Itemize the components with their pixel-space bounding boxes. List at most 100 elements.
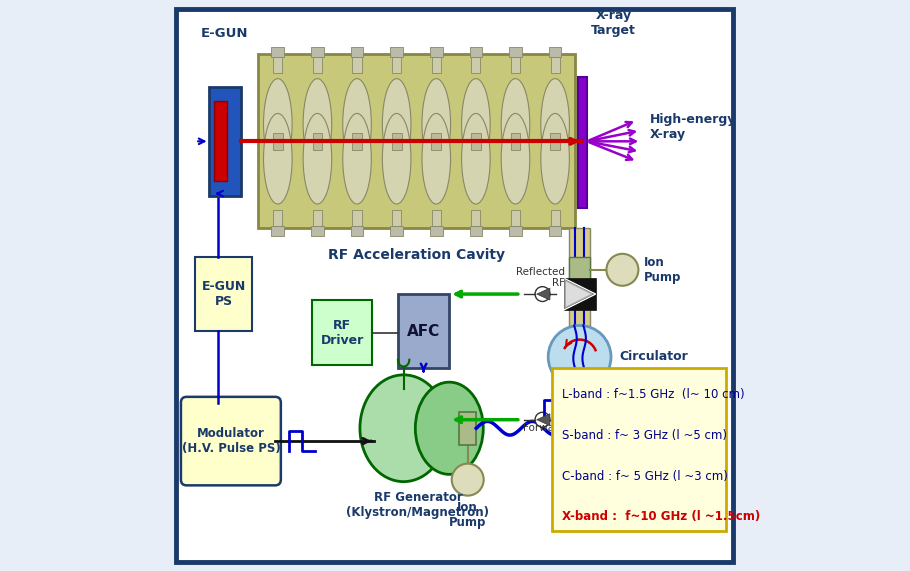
Text: AFC: AFC bbox=[407, 324, 440, 339]
Text: RF
Driver: RF Driver bbox=[320, 319, 364, 347]
Circle shape bbox=[535, 287, 550, 301]
FancyBboxPatch shape bbox=[470, 226, 482, 236]
Circle shape bbox=[535, 412, 550, 427]
Text: E-GUN
PS: E-GUN PS bbox=[202, 280, 246, 308]
Ellipse shape bbox=[541, 114, 570, 204]
Ellipse shape bbox=[382, 114, 411, 204]
FancyBboxPatch shape bbox=[350, 226, 363, 236]
FancyBboxPatch shape bbox=[471, 57, 480, 73]
FancyBboxPatch shape bbox=[312, 300, 372, 365]
Polygon shape bbox=[563, 278, 595, 310]
FancyBboxPatch shape bbox=[511, 132, 521, 150]
FancyBboxPatch shape bbox=[471, 210, 480, 226]
FancyBboxPatch shape bbox=[390, 47, 403, 57]
Polygon shape bbox=[565, 406, 592, 433]
FancyBboxPatch shape bbox=[578, 77, 587, 207]
FancyBboxPatch shape bbox=[271, 47, 284, 57]
FancyBboxPatch shape bbox=[258, 54, 575, 228]
Ellipse shape bbox=[343, 79, 371, 169]
Text: E-GUN: E-GUN bbox=[201, 27, 248, 40]
FancyBboxPatch shape bbox=[311, 47, 324, 57]
Text: RF Generator
(Klystron/Magnetron): RF Generator (Klystron/Magnetron) bbox=[347, 491, 490, 520]
FancyBboxPatch shape bbox=[511, 210, 520, 226]
Text: X-ray
Target: X-ray Target bbox=[592, 9, 636, 37]
Text: RF Acceleration Cavity: RF Acceleration Cavity bbox=[328, 248, 505, 263]
FancyBboxPatch shape bbox=[569, 228, 591, 460]
Text: Ion
Pump: Ion Pump bbox=[644, 256, 682, 284]
FancyBboxPatch shape bbox=[551, 57, 560, 73]
Text: Modulator
(H.V. Pulse PS): Modulator (H.V. Pulse PS) bbox=[181, 427, 280, 455]
Polygon shape bbox=[537, 414, 550, 425]
FancyBboxPatch shape bbox=[181, 397, 281, 485]
FancyBboxPatch shape bbox=[352, 57, 361, 73]
FancyBboxPatch shape bbox=[509, 226, 521, 236]
Circle shape bbox=[451, 464, 484, 496]
FancyBboxPatch shape bbox=[313, 210, 322, 226]
FancyBboxPatch shape bbox=[563, 404, 595, 436]
Ellipse shape bbox=[422, 79, 450, 169]
Text: X-band :  f~10 GHz (l ~1.5cm): X-band : f~10 GHz (l ~1.5cm) bbox=[562, 510, 761, 523]
FancyBboxPatch shape bbox=[430, 47, 442, 57]
Polygon shape bbox=[563, 404, 595, 436]
FancyBboxPatch shape bbox=[392, 132, 401, 150]
Text: Ion
Pump: Ion Pump bbox=[449, 501, 486, 529]
FancyBboxPatch shape bbox=[471, 132, 480, 150]
FancyBboxPatch shape bbox=[398, 294, 450, 368]
Ellipse shape bbox=[415, 382, 483, 475]
Text: Forward
RF: Forward RF bbox=[523, 423, 565, 444]
FancyBboxPatch shape bbox=[552, 368, 726, 531]
FancyBboxPatch shape bbox=[313, 57, 322, 73]
Ellipse shape bbox=[501, 79, 530, 169]
FancyBboxPatch shape bbox=[392, 57, 401, 73]
FancyBboxPatch shape bbox=[431, 210, 440, 226]
FancyBboxPatch shape bbox=[551, 210, 560, 226]
FancyBboxPatch shape bbox=[352, 132, 362, 150]
Text: S-band : f~ 3 GHz (l ~5 cm): S-band : f~ 3 GHz (l ~5 cm) bbox=[562, 429, 727, 442]
FancyBboxPatch shape bbox=[209, 87, 241, 195]
FancyBboxPatch shape bbox=[511, 57, 520, 73]
FancyBboxPatch shape bbox=[549, 226, 561, 236]
Ellipse shape bbox=[264, 79, 292, 169]
Ellipse shape bbox=[382, 79, 411, 169]
Text: L-band : f~1.5 GHz  (l~ 10 cm): L-band : f~1.5 GHz (l~ 10 cm) bbox=[562, 388, 745, 401]
Text: Reflected
RF: Reflected RF bbox=[516, 267, 565, 288]
FancyBboxPatch shape bbox=[569, 412, 591, 445]
FancyBboxPatch shape bbox=[352, 210, 361, 226]
FancyBboxPatch shape bbox=[273, 57, 282, 73]
FancyBboxPatch shape bbox=[177, 9, 733, 562]
FancyBboxPatch shape bbox=[470, 47, 482, 57]
FancyBboxPatch shape bbox=[563, 278, 595, 310]
Ellipse shape bbox=[501, 114, 530, 204]
FancyBboxPatch shape bbox=[214, 102, 227, 182]
FancyBboxPatch shape bbox=[569, 257, 591, 283]
FancyBboxPatch shape bbox=[350, 47, 363, 57]
Ellipse shape bbox=[541, 79, 570, 169]
Polygon shape bbox=[565, 280, 592, 308]
Ellipse shape bbox=[303, 114, 332, 204]
Ellipse shape bbox=[461, 114, 490, 204]
Ellipse shape bbox=[264, 114, 292, 204]
Ellipse shape bbox=[360, 375, 448, 482]
FancyBboxPatch shape bbox=[273, 210, 282, 226]
FancyBboxPatch shape bbox=[460, 412, 476, 445]
FancyBboxPatch shape bbox=[273, 132, 283, 150]
Text: C-band : f~ 5 GHz (l ~3 cm): C-band : f~ 5 GHz (l ~3 cm) bbox=[562, 469, 728, 482]
Ellipse shape bbox=[422, 114, 450, 204]
Polygon shape bbox=[537, 288, 550, 300]
FancyBboxPatch shape bbox=[431, 57, 440, 73]
Text: High-energy
X-ray: High-energy X-ray bbox=[650, 113, 736, 141]
FancyBboxPatch shape bbox=[430, 226, 442, 236]
FancyBboxPatch shape bbox=[551, 132, 560, 150]
FancyBboxPatch shape bbox=[312, 132, 322, 150]
FancyBboxPatch shape bbox=[271, 226, 284, 236]
FancyBboxPatch shape bbox=[392, 210, 401, 226]
FancyBboxPatch shape bbox=[431, 132, 441, 150]
Circle shape bbox=[548, 325, 611, 388]
Ellipse shape bbox=[303, 79, 332, 169]
Ellipse shape bbox=[343, 114, 371, 204]
FancyBboxPatch shape bbox=[195, 257, 252, 331]
Ellipse shape bbox=[461, 79, 490, 169]
FancyBboxPatch shape bbox=[509, 47, 521, 57]
FancyBboxPatch shape bbox=[390, 226, 403, 236]
Text: Circulator: Circulator bbox=[620, 351, 688, 363]
